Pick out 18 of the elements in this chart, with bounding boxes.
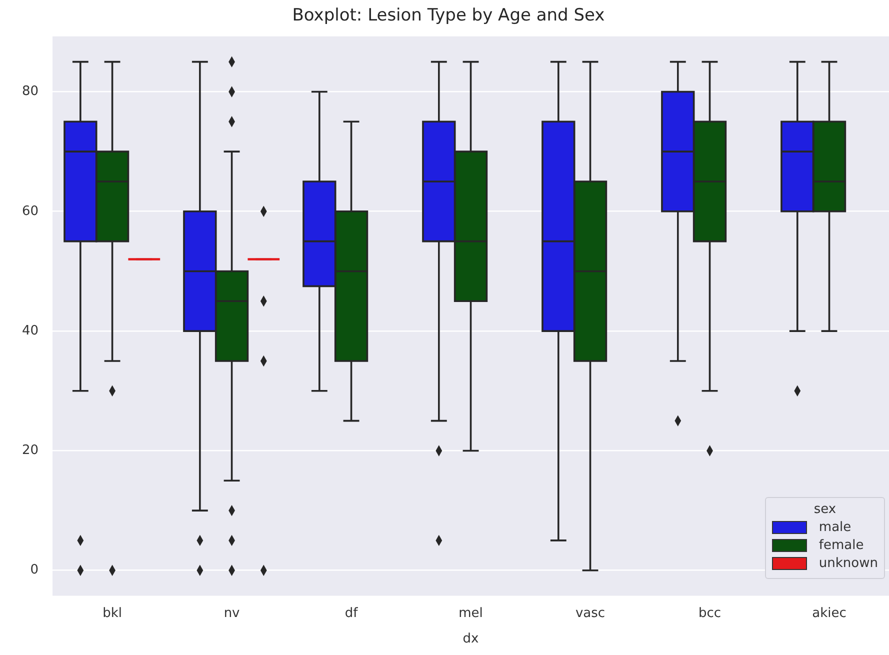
y-tick-label: 0 (30, 562, 39, 578)
x-tick-label: nv (224, 606, 240, 621)
x-tick-label: vasc (575, 606, 606, 621)
y-tick-label: 60 (22, 204, 39, 219)
legend-label: female (818, 538, 864, 553)
y-tick-label: 20 (22, 443, 39, 458)
y-tick-label: 80 (22, 84, 39, 100)
x-tick-label: bkl (102, 606, 122, 621)
x-tick-label: df (344, 606, 358, 621)
x-tick-label: mel (458, 606, 483, 621)
legend-label: male (818, 520, 852, 535)
legend-title: sex (812, 502, 838, 517)
chart-title: Boxplot: Lesion Type by Age and Sex (292, 6, 605, 26)
x-axis-title: dx (462, 632, 480, 647)
legend-label: unknown (818, 556, 878, 571)
x-tick-label: bcc (698, 606, 722, 621)
x-tick-label: akiec (812, 606, 846, 621)
y-tick-label: 40 (22, 323, 39, 338)
